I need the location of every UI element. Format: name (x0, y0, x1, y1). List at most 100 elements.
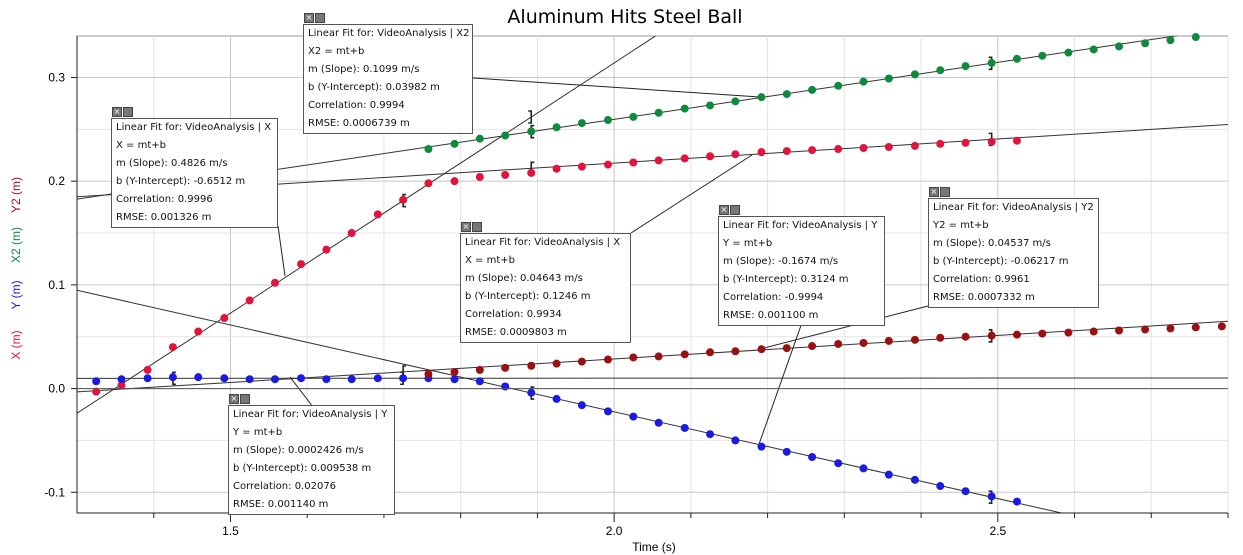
data-point-x (961, 138, 970, 147)
fit-line (77, 289, 1064, 513)
fit-box-slope: m (Slope): 0.4826 m/s (116, 158, 228, 169)
data-point-y2 (1064, 328, 1073, 337)
data-point-y (782, 447, 791, 456)
y-axis-label: X2 (m) (9, 227, 23, 263)
data-point-y (757, 442, 766, 451)
data-point-y2 (910, 335, 919, 344)
fit-box-title: Linear Fit for: VideoAnalysis | X (465, 237, 621, 248)
options-icon[interactable] (123, 107, 133, 117)
data-point-y (117, 375, 126, 384)
data-point-y2 (834, 339, 843, 348)
data-point-x (245, 296, 254, 305)
data-point-x (680, 154, 689, 163)
data-point-x (834, 145, 843, 154)
data-point-y (603, 407, 612, 416)
data-point-x2 (654, 108, 663, 117)
close-icon[interactable]: × (929, 187, 939, 197)
data-point-x (322, 245, 331, 254)
options-icon[interactable] (315, 13, 325, 23)
data-point-x2 (884, 74, 893, 83)
fit-box-slope: m (Slope): 0.0002426 m/s (233, 445, 364, 456)
fit-box-correlation: Correlation: 0.9961 (933, 274, 1030, 285)
data-point-x2 (501, 131, 510, 140)
data-point-y2 (859, 338, 868, 347)
close-icon[interactable]: × (229, 394, 239, 404)
data-point-y (194, 373, 203, 382)
fit-box-rmse: RMSE: 0.0007332 m (933, 292, 1035, 303)
y-tick-label: 0.1 (48, 278, 65, 292)
data-point-y (577, 401, 586, 410)
data-point-x (654, 156, 663, 165)
data-point-x2 (782, 90, 791, 99)
fit-box-slope: m (Slope): 0.04537 m/s (933, 238, 1051, 249)
fit-box[interactable]: × Linear Fit for: VideoAnalysis | X X = mt… (460, 222, 631, 343)
data-point-x2 (731, 97, 740, 106)
data-point-x (757, 148, 766, 157)
data-point-x (706, 152, 715, 161)
fit-box[interactable]: × Linear Fit for: VideoAnalysis | Y Y = mt… (228, 394, 395, 515)
options-icon[interactable] (240, 394, 250, 404)
data-point-y (373, 374, 382, 383)
fit-box-intercept: b (Y-Intercept): -0.6512 m (116, 176, 246, 187)
data-point-x2 (1089, 45, 1098, 54)
data-point-y2 (1191, 323, 1200, 332)
fit-box-correlation: Correlation: 0.02076 (233, 481, 337, 492)
data-point-y (347, 375, 356, 384)
data-point-y2 (961, 332, 970, 341)
data-point-y (834, 459, 843, 468)
data-point-x (884, 142, 893, 151)
y-tick-label: 0.3 (48, 70, 65, 84)
data-point-y2 (475, 365, 484, 374)
x-tick-label: 2.5 (989, 524, 1006, 538)
data-point-y (961, 487, 970, 496)
data-point-y2 (808, 342, 817, 351)
fit-box-slope: m (Slope): 0.1099 m/s (308, 64, 420, 75)
data-point-x (731, 150, 740, 159)
y-axis-label: X (m) (9, 330, 23, 359)
data-point-x (987, 137, 996, 146)
close-icon[interactable]: × (112, 107, 122, 117)
fit-box[interactable]: × Linear Fit for: VideoAnalysis | X X = mt… (111, 107, 278, 228)
close-icon[interactable]: × (719, 205, 729, 215)
fit-box-intercept: b (Y-Intercept): 0.03982 m (308, 82, 440, 93)
fit-box-equation: Y = mt+b (723, 238, 773, 249)
close-icon[interactable]: × (304, 13, 314, 23)
data-point-y (501, 382, 510, 391)
data-point-y (1012, 497, 1021, 506)
data-point-x (501, 170, 510, 179)
data-point-y2 (1166, 324, 1175, 333)
data-point-x (143, 365, 152, 374)
data-point-x (220, 314, 229, 323)
options-icon[interactable] (472, 222, 482, 232)
fit-box-leader (759, 305, 929, 350)
data-point-y2 (629, 353, 638, 362)
fit-box[interactable]: × Linear Fit for: VideoAnalysis | X2 X2 = … (303, 13, 473, 134)
fit-box-title: Linear Fit for: VideoAnalysis | X2 (308, 28, 470, 39)
fit-box-slope: m (Slope): 0.04643 m/s (465, 273, 583, 284)
fit-box[interactable]: × Linear Fit for: VideoAnalysis | Y2 Y2 = … (928, 187, 1099, 308)
fit-box-equation: Y2 = mt+b (933, 220, 989, 231)
fit-range-bracket[interactable] (528, 110, 533, 124)
options-icon[interactable] (730, 205, 740, 215)
data-point-y2 (527, 361, 536, 370)
y-axis-label: Y2 (m) (9, 177, 23, 213)
fit-box[interactable]: × Linear Fit for: VideoAnalysis | Y Y = mt… (718, 205, 885, 326)
data-point-x (859, 143, 868, 152)
close-icon[interactable]: × (461, 222, 471, 232)
data-point-x (552, 164, 561, 173)
data-point-y (936, 482, 945, 491)
data-point-x (577, 162, 586, 171)
data-point-x2 (603, 115, 612, 124)
data-point-x2 (808, 85, 817, 94)
fit-box-equation: X = mt+b (116, 140, 166, 151)
options-icon[interactable] (940, 187, 950, 197)
x-tick-label: 1.5 (222, 524, 239, 538)
fit-box-equation: X2 = mt+b (308, 46, 365, 57)
fit-box-leader (289, 376, 312, 406)
data-point-x2 (1166, 36, 1175, 45)
data-point-x2 (527, 127, 536, 136)
data-point-x (117, 381, 126, 390)
data-point-y (552, 394, 561, 403)
fit-box-title: Linear Fit for: VideoAnalysis | Y (233, 409, 388, 420)
fit-box-correlation: Correlation: 0.9934 (465, 309, 562, 320)
